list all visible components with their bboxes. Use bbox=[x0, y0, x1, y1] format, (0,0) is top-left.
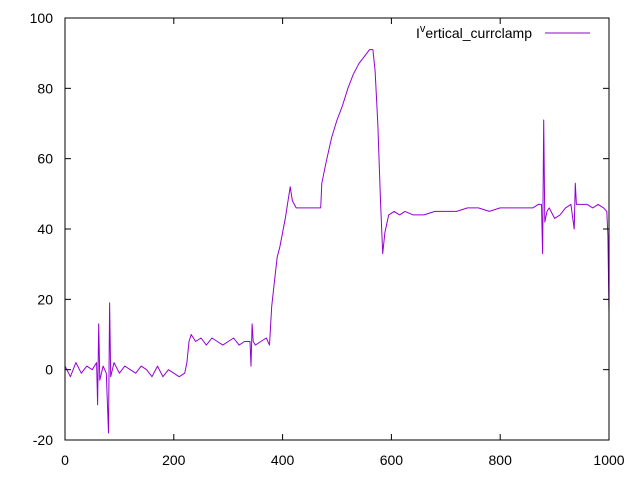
x-tick-label: 800 bbox=[489, 452, 513, 468]
y-tick-label: 0 bbox=[45, 362, 53, 378]
x-tick-label: 1000 bbox=[593, 452, 624, 468]
x-tick-label: 400 bbox=[271, 452, 295, 468]
series-line bbox=[64, 49, 610, 434]
x-tick-label: 200 bbox=[162, 452, 186, 468]
y-tick-label: -20 bbox=[33, 432, 53, 448]
legend: Ivertical_currclamp bbox=[416, 23, 590, 41]
y-tick-label: 20 bbox=[37, 291, 53, 307]
legend-label: Ivertical_currclamp bbox=[416, 23, 532, 41]
x-tick-label: 600 bbox=[380, 452, 404, 468]
legend-label-prefix: I bbox=[416, 25, 420, 41]
legend-label-superscript: v bbox=[420, 23, 426, 35]
y-tick-label: 40 bbox=[37, 221, 53, 237]
x-tick-label: 0 bbox=[61, 452, 69, 468]
legend-label-rest: ertical_currclamp bbox=[425, 25, 532, 41]
plot-frame bbox=[64, 17, 610, 441]
series-layer bbox=[64, 49, 610, 434]
y-tick-label: 100 bbox=[30, 10, 54, 26]
y-tick-label: 80 bbox=[37, 80, 53, 96]
y-tick-label: 60 bbox=[37, 151, 53, 167]
